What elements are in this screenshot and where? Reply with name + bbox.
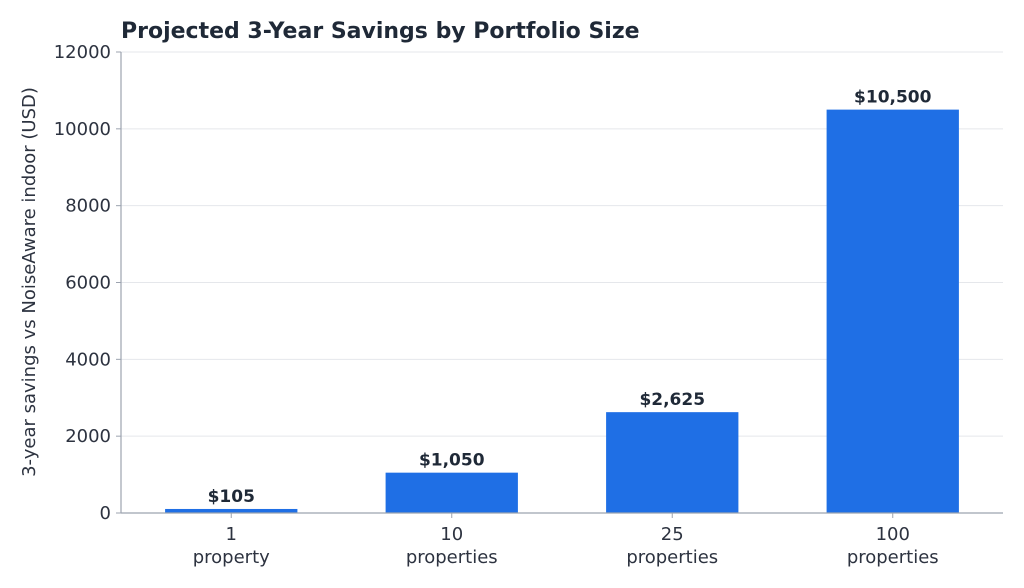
data-label: $2,625: [639, 390, 705, 410]
data-label: $10,500: [854, 88, 932, 108]
y-axis-label: 3-year savings vs NoiseAware indoor (USD…: [19, 87, 40, 477]
x-tick-label-line: 10: [440, 524, 463, 545]
x-tick-label-line: 25: [661, 524, 684, 545]
bar: [385, 472, 518, 513]
y-tick-label: 10000: [54, 119, 111, 140]
y-tick-label: 0: [100, 503, 111, 524]
x-tick-label-line: properties: [626, 547, 718, 568]
y-tick-label: 6000: [65, 273, 111, 294]
x-tick-label-line: 1: [226, 524, 237, 545]
axes: [116, 51, 1003, 518]
bar: [826, 109, 959, 513]
x-tick-label-line: 100: [876, 524, 910, 545]
x-tick-label: 10 properties: [406, 524, 498, 568]
data-label: $105: [208, 487, 255, 507]
y-tick-label: 12000: [54, 42, 111, 63]
x-tick-label-line: properties: [847, 547, 939, 568]
labels: 0 2000 4000 6000 8000 10000 12000 $105 1 property…: [54, 42, 939, 568]
y-tick-label: 2000: [65, 426, 111, 447]
y-tick-label: 4000: [65, 349, 111, 370]
x-tick-label: 25 properties: [626, 524, 718, 568]
bars: [165, 109, 959, 513]
bar: [606, 412, 739, 513]
x-tick-label: 1 property: [193, 524, 270, 568]
y-tick-label: 8000: [65, 196, 111, 217]
x-tick-label-line: property: [193, 547, 270, 568]
chart-title: Projected 3-Year Savings by Portfolio Si…: [121, 19, 640, 44]
x-tick-label-line: properties: [406, 547, 498, 568]
x-tick-label: 100 properties: [847, 524, 939, 568]
data-label: $1,050: [419, 451, 485, 471]
bar: [165, 508, 298, 513]
